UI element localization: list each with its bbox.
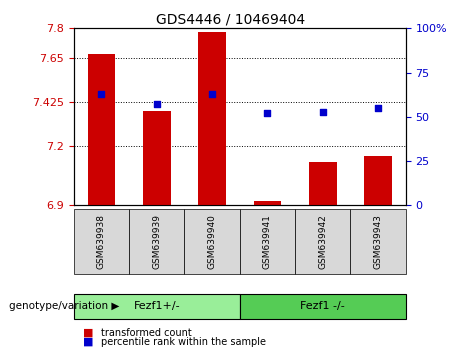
Text: GSM639942: GSM639942 bbox=[318, 214, 327, 269]
Text: GSM639938: GSM639938 bbox=[97, 214, 106, 269]
Bar bbox=[198, 32, 226, 205]
Point bbox=[319, 109, 326, 114]
Bar bbox=[254, 201, 281, 205]
Text: genotype/variation ▶: genotype/variation ▶ bbox=[9, 301, 119, 311]
Text: GSM639943: GSM639943 bbox=[373, 214, 383, 269]
Text: GSM639939: GSM639939 bbox=[152, 214, 161, 269]
Point bbox=[98, 91, 105, 97]
Text: GSM639940: GSM639940 bbox=[207, 214, 217, 269]
Text: percentile rank within the sample: percentile rank within the sample bbox=[101, 337, 266, 347]
Text: GDS4446 / 10469404: GDS4446 / 10469404 bbox=[156, 12, 305, 27]
Text: transformed count: transformed count bbox=[101, 328, 192, 338]
Point bbox=[153, 102, 160, 107]
Bar bbox=[143, 111, 171, 205]
Point bbox=[374, 105, 382, 111]
Point bbox=[208, 91, 216, 97]
Bar bbox=[309, 162, 337, 205]
Text: ■: ■ bbox=[83, 328, 94, 338]
Text: ■: ■ bbox=[83, 337, 94, 347]
Text: Fezf1 -/-: Fezf1 -/- bbox=[300, 301, 345, 311]
Point bbox=[264, 110, 271, 116]
Bar bbox=[88, 54, 115, 205]
Text: GSM639941: GSM639941 bbox=[263, 214, 272, 269]
Bar bbox=[364, 156, 392, 205]
Text: Fezf1+/-: Fezf1+/- bbox=[133, 301, 180, 311]
